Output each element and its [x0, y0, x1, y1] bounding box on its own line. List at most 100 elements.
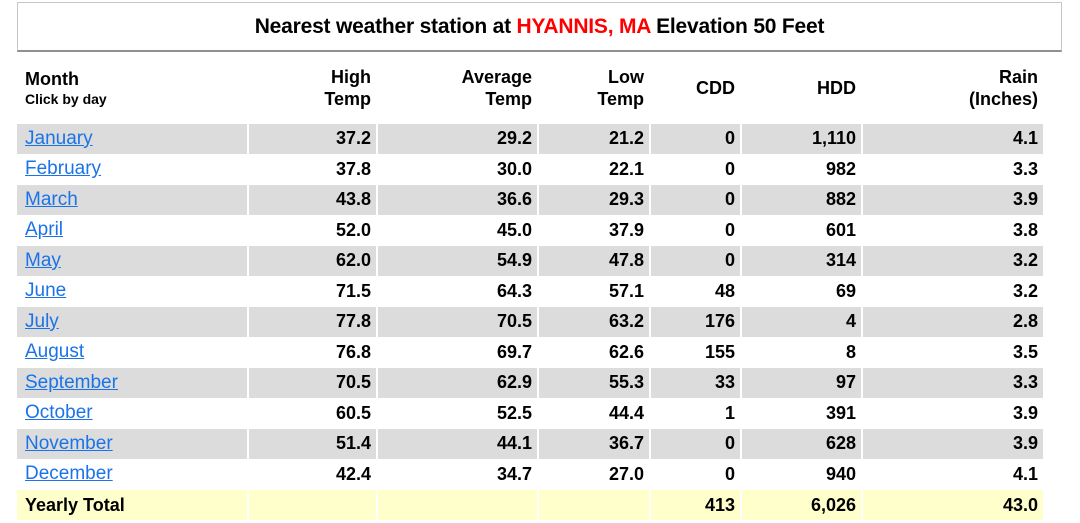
table-row: July 77.8 70.5 63.2 176 4 2.8 — [17, 306, 1043, 338]
hdd-cell: 601 — [741, 215, 863, 246]
average-temp-cell: 69.7 — [377, 337, 539, 368]
title-suffix: Elevation 50 Feet — [650, 14, 825, 38]
title-bar: Nearest weather station at HYANNIS, MA E… — [17, 2, 1062, 52]
month-cell: April — [17, 215, 249, 246]
month-header-label: Month — [25, 68, 79, 89]
month-cell: November — [17, 428, 249, 460]
table-row: December 42.4 34.7 27.0 0 940 4.1 — [17, 459, 1043, 490]
hdd-cell: 8 — [741, 337, 863, 368]
table-row: September 70.5 62.9 55.3 33 97 3.3 — [17, 367, 1043, 399]
high-temp-cell: 62.0 — [248, 245, 378, 277]
hdd-cell: 97 — [741, 367, 863, 399]
low-temp-cell: 55.3 — [538, 367, 651, 399]
high-temp-cell: 76.8 — [248, 337, 378, 368]
high-temp-cell: 70.5 — [248, 367, 378, 399]
table-row: April 52.0 45.0 37.9 0 601 3.8 — [17, 215, 1043, 246]
total-rain-cell: 43.0 — [862, 489, 1043, 521]
month-cell: August — [17, 337, 249, 368]
month-link[interactable]: April — [25, 219, 64, 241]
hdd-cell: 69 — [741, 276, 863, 307]
col-header-cdd: CDD — [650, 52, 742, 124]
rain-header-line2: (Inches) — [968, 89, 1038, 109]
rain-cell: 3.5 — [862, 337, 1043, 368]
month-cell: May — [17, 245, 249, 277]
high-temp-header-line1: High — [331, 67, 371, 87]
table-row: November 51.4 44.1 36.7 0 628 3.9 — [17, 428, 1043, 460]
low-temp-cell: 47.8 — [538, 245, 651, 277]
table-row: June 71.5 64.3 57.1 48 69 3.2 — [17, 276, 1043, 307]
low-temp-cell: 36.7 — [538, 428, 651, 460]
table-row: May 62.0 54.9 47.8 0 314 3.2 — [17, 245, 1043, 277]
low-temp-cell: 62.6 — [538, 337, 651, 368]
high-temp-cell: 71.5 — [248, 276, 378, 307]
col-header-month: Month Click by day — [17, 52, 249, 124]
month-link[interactable]: November — [25, 432, 113, 454]
month-link[interactable]: December — [25, 463, 113, 485]
total-average-temp-cell — [377, 489, 539, 521]
month-cell: July — [17, 306, 249, 338]
month-link[interactable]: September — [25, 371, 118, 393]
average-temp-cell: 44.1 — [377, 428, 539, 460]
month-cell: March — [17, 184, 249, 216]
month-link[interactable]: July — [25, 310, 59, 332]
rain-header-line1: Rain — [998, 67, 1038, 87]
rain-cell: 4.1 — [862, 124, 1043, 155]
cdd-cell: 48 — [650, 276, 742, 307]
high-temp-cell: 43.8 — [248, 184, 378, 216]
rain-cell: 3.9 — [862, 428, 1043, 460]
month-link[interactable]: February — [25, 158, 102, 180]
high-temp-cell: 37.8 — [248, 154, 378, 185]
click-by-day-label: Click by day — [25, 90, 107, 107]
hdd-cell: 4 — [741, 306, 863, 338]
total-hdd-cell: 6,026 — [741, 489, 863, 521]
cdd-cell: 0 — [650, 215, 742, 246]
hdd-cell: 982 — [741, 154, 863, 185]
low-temp-cell: 63.2 — [538, 306, 651, 338]
rain-cell: 4.1 — [862, 459, 1043, 490]
month-cell: June — [17, 276, 249, 307]
table-row: March 43.8 36.6 29.3 0 882 3.9 — [17, 184, 1043, 216]
high-temp-cell: 51.4 — [248, 428, 378, 460]
month-cell: February — [17, 154, 249, 185]
high-temp-cell: 77.8 — [248, 306, 378, 338]
cdd-cell: 0 — [650, 428, 742, 460]
month-link[interactable]: May — [25, 249, 61, 271]
page-title: Nearest weather station at HYANNIS, MA E… — [255, 15, 825, 39]
month-cell: October — [17, 398, 249, 429]
table-row: February 37.8 30.0 22.1 0 982 3.3 — [17, 154, 1043, 185]
cdd-cell: 0 — [650, 459, 742, 490]
climate-table: Month Click by day High Temp Average Tem… — [17, 52, 1043, 521]
average-temp-cell: 45.0 — [377, 215, 539, 246]
col-header-average-temp: Average Temp — [377, 52, 539, 124]
hdd-header-label: HDD — [817, 78, 856, 98]
col-header-rain: Rain (Inches) — [862, 52, 1043, 124]
month-link[interactable]: August — [25, 341, 85, 363]
average-temp-cell: 62.9 — [377, 367, 539, 399]
high-temp-cell: 52.0 — [248, 215, 378, 246]
low-temp-cell: 22.1 — [538, 154, 651, 185]
month-link[interactable]: October — [25, 402, 93, 424]
col-header-high-temp: High Temp — [248, 52, 378, 124]
low-temp-cell: 27.0 — [538, 459, 651, 490]
low-temp-header-line1: Low — [608, 67, 644, 87]
month-link[interactable]: March — [25, 188, 78, 210]
cdd-cell: 33 — [650, 367, 742, 399]
average-temp-cell: 64.3 — [377, 276, 539, 307]
cdd-cell: 1 — [650, 398, 742, 429]
cdd-cell: 0 — [650, 124, 742, 155]
month-link[interactable]: June — [25, 280, 67, 302]
col-header-low-temp: Low Temp — [538, 52, 651, 124]
hdd-cell: 1,110 — [741, 124, 863, 155]
yearly-total-row: Yearly Total 413 6,026 43.0 — [17, 489, 1043, 521]
rain-cell: 2.8 — [862, 306, 1043, 338]
average-temp-cell: 36.6 — [377, 184, 539, 216]
header-row: Month Click by day High Temp Average Tem… — [17, 52, 1043, 124]
rain-cell: 3.3 — [862, 367, 1043, 399]
low-temp-header-line2: Temp — [597, 89, 644, 109]
low-temp-cell: 29.3 — [538, 184, 651, 216]
average-temp-cell: 70.5 — [377, 306, 539, 338]
page: Nearest weather station at HYANNIS, MA E… — [17, 2, 1080, 521]
month-link[interactable]: January — [25, 127, 93, 149]
cdd-header-label: CDD — [696, 78, 735, 98]
average-temp-cell: 30.0 — [377, 154, 539, 185]
